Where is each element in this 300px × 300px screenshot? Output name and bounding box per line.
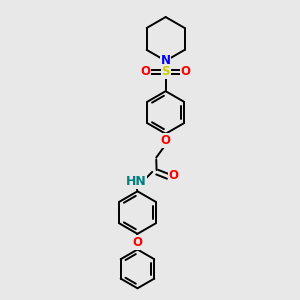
Text: O: O (141, 65, 151, 78)
Text: O: O (160, 134, 171, 147)
Text: O: O (169, 169, 178, 182)
Text: O: O (181, 65, 191, 78)
Text: HN: HN (126, 175, 147, 188)
Text: S: S (161, 65, 170, 78)
Text: O: O (133, 236, 142, 249)
Text: N: N (160, 54, 171, 67)
